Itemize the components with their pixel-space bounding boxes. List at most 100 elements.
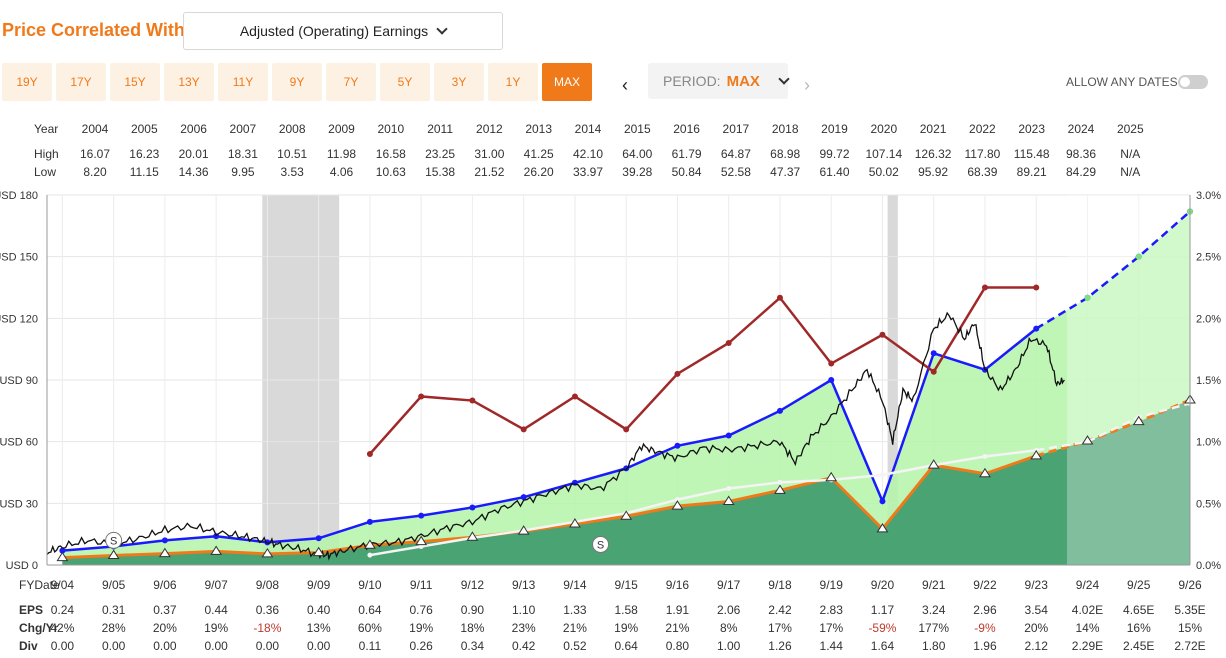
- div-cell: 2.12: [1024, 639, 1048, 653]
- div-cell: 1.26: [768, 639, 792, 653]
- range-button-11y[interactable]: 11Y: [218, 63, 268, 101]
- normal-pe-point: [520, 494, 527, 501]
- div-cell: 1.44: [819, 639, 843, 653]
- high-low-cell: 2012: [476, 122, 503, 136]
- div-cell: 0.80: [665, 639, 690, 653]
- eps-marker: [1030, 449, 1043, 460]
- div-cell: 2.72E: [1174, 639, 1206, 653]
- chg-cell: 19%: [409, 621, 434, 635]
- previous-period-icon[interactable]: ‹: [622, 75, 628, 95]
- period-selector[interactable]: PERIOD: MAX: [648, 63, 790, 99]
- high-low-cell: 99.72: [819, 147, 850, 161]
- right-tick-label: 3.0%: [1196, 190, 1221, 202]
- high-low-cell: 2022: [969, 122, 996, 136]
- dividend-yield-point: [674, 497, 680, 503]
- eps-marker: [261, 547, 274, 558]
- range-button-3y[interactable]: 3Y: [434, 63, 484, 101]
- normal-pe-line-estimate: [1035, 210, 1191, 330]
- normal-pe-point: [315, 535, 322, 542]
- range-button-max[interactable]: MAX: [542, 63, 592, 101]
- high-low-cell: 98.36: [1065, 147, 1097, 161]
- high-low-cell: 61.79: [671, 147, 702, 161]
- fy-cell: 9/25: [1127, 578, 1151, 592]
- range-button-7y[interactable]: 7Y: [326, 63, 376, 101]
- chg-cell: 19%: [204, 621, 229, 635]
- chg-cell: 23%: [511, 621, 536, 635]
- range-button-5y[interactable]: 5Y: [380, 63, 430, 101]
- eps-marker: [1081, 435, 1094, 445]
- eps-line: [62, 454, 1037, 560]
- payout-point: [366, 451, 373, 457]
- high-low-cell: 31.00: [474, 147, 505, 161]
- high-low-cell: 2024: [1067, 122, 1095, 136]
- fy-cell: 9/13: [511, 578, 536, 592]
- chevron-down-icon: [436, 22, 448, 35]
- right-tick-label: 0.0%: [1196, 560, 1221, 572]
- chg-cell: 42%: [50, 621, 75, 635]
- range-button-15y[interactable]: 15Y: [110, 63, 160, 101]
- right-tick-label: 2.0%: [1196, 313, 1221, 325]
- range-button-13y[interactable]: 13Y: [164, 63, 214, 101]
- high-low-cell: 15.38: [425, 165, 456, 179]
- eps-cell: 2.83: [819, 603, 843, 617]
- right-tick-label: 1.5%: [1196, 375, 1221, 387]
- fy-cell: 9/07: [204, 578, 228, 592]
- div-cell: 0.42: [511, 639, 536, 653]
- div-cell: 2.29E: [1071, 639, 1104, 653]
- allow-any-dates-toggle[interactable]: [1178, 75, 1208, 89]
- high-low-cell: 11.98: [326, 147, 357, 161]
- high-low-cell: 2020: [870, 122, 898, 136]
- range-button-19y[interactable]: 19Y: [2, 63, 52, 101]
- normal-pe-point: [725, 432, 732, 439]
- next-period-icon[interactable]: ›: [804, 75, 810, 95]
- left-tick-label: USD 90: [0, 375, 38, 387]
- div-cell: 0.52: [563, 639, 587, 653]
- payout-line: [368, 286, 1037, 455]
- high-low-cell: 14.36: [178, 165, 209, 179]
- payout-point: [828, 360, 835, 367]
- chg-cell: 19%: [614, 621, 639, 635]
- div-row-label: Div: [19, 639, 38, 653]
- eps-marker: [158, 547, 171, 558]
- eps-cell: 0.37: [153, 603, 177, 617]
- range-button-1y[interactable]: 1Y: [488, 63, 538, 101]
- high-low-cell: 117.80: [964, 147, 1001, 161]
- high-low-cell: 2006: [180, 122, 207, 136]
- payout-point: [520, 426, 527, 433]
- dividend-yield-point: [777, 479, 783, 485]
- dividend-yield-point: [982, 453, 988, 459]
- div-cell: 0.26: [409, 639, 433, 653]
- chg-cell: 13%: [306, 621, 331, 635]
- high-low-cell: 115.48: [1013, 147, 1050, 161]
- chg-cell: 177%: [918, 621, 950, 635]
- eps-cell: 4.65E: [1123, 603, 1155, 617]
- fy-cell: 9/20: [870, 578, 895, 592]
- div-cell: 0.64: [614, 639, 638, 653]
- eps-marker: [364, 539, 376, 549]
- range-button-9y[interactable]: 9Y: [272, 63, 322, 101]
- chg-cell: 20%: [1024, 621, 1049, 635]
- eps-cell: 3.54: [1024, 603, 1048, 617]
- range-button-17y[interactable]: 17Y: [56, 63, 106, 101]
- high-low-cell: N/A: [1120, 165, 1141, 179]
- eps-marker: [979, 467, 991, 478]
- eps-marker: [415, 535, 428, 546]
- high-low-cell: 23.25: [425, 147, 456, 161]
- payout-point: [571, 393, 578, 400]
- eps-cell: 5.35E: [1174, 603, 1206, 617]
- metric-dropdown[interactable]: Adjusted (Operating) Earnings: [183, 12, 503, 50]
- payout-point: [981, 284, 988, 291]
- split-marker-label: S: [597, 539, 604, 551]
- high-low-cell: 11.15: [129, 165, 159, 179]
- high-low-cell: 2010: [377, 122, 405, 136]
- eps-marker: [774, 484, 786, 494]
- payout-point: [1033, 284, 1040, 291]
- high-low-cell: 61.40: [819, 165, 850, 179]
- chg-cell: 8%: [720, 621, 738, 635]
- eps-marker: [107, 549, 120, 559]
- fy-cell: 9/16: [665, 578, 690, 592]
- payout-point: [879, 331, 886, 338]
- eps-cell: 1.17: [870, 603, 895, 617]
- payout-point: [725, 340, 732, 346]
- high-low-cell: 2018: [771, 122, 799, 136]
